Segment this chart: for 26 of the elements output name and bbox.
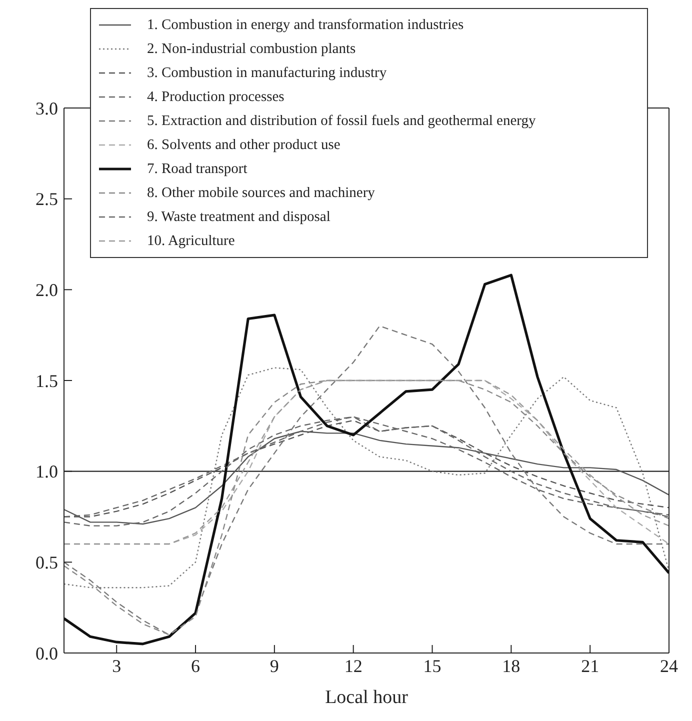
legend-label: 6. Solvents and other product use <box>147 136 340 154</box>
x-tick-label: 9 <box>270 656 279 676</box>
legend-label: 9. Waste treatment and disposal <box>147 208 330 226</box>
y-tick-label: 3.0 <box>36 98 58 118</box>
x-axis-title: Local hour <box>325 687 409 708</box>
y-tick-label: 2.5 <box>36 189 58 210</box>
legend-label: 7. Road transport <box>147 160 248 178</box>
legend-label: 1. Combustion in energy and transformation industries <box>147 16 464 34</box>
x-tick-label: 18 <box>502 656 520 676</box>
x-tick-label: 24 <box>660 656 678 676</box>
x-tick-label: 3 <box>112 656 122 676</box>
x-tick-label: 21 <box>581 656 600 676</box>
x-tick-label: 12 <box>344 656 362 676</box>
y-tick-label: 1.0 <box>36 462 58 482</box>
legend-label: 10. Agriculture <box>147 232 235 250</box>
legend-label: 3. Combustion in manufacturing industry <box>147 64 387 82</box>
legend-label: 5. Extraction and distribution of fossil fuels and geothermal energy <box>147 112 536 130</box>
y-tick-label: 1.5 <box>36 370 58 391</box>
legend-label: 8. Other mobile sources and machinery <box>147 184 375 202</box>
x-tick-label: 15 <box>423 656 442 676</box>
y-tick-label: 0.0 <box>36 643 58 664</box>
legend-label: 4. Production processes <box>147 88 284 106</box>
x-tick-label: 6 <box>191 656 200 676</box>
y-tick-label: 0.5 <box>36 552 58 573</box>
y-tick-label: 2.0 <box>36 280 58 300</box>
legend-label: 2. Non-industrial combustion plants <box>147 40 356 58</box>
